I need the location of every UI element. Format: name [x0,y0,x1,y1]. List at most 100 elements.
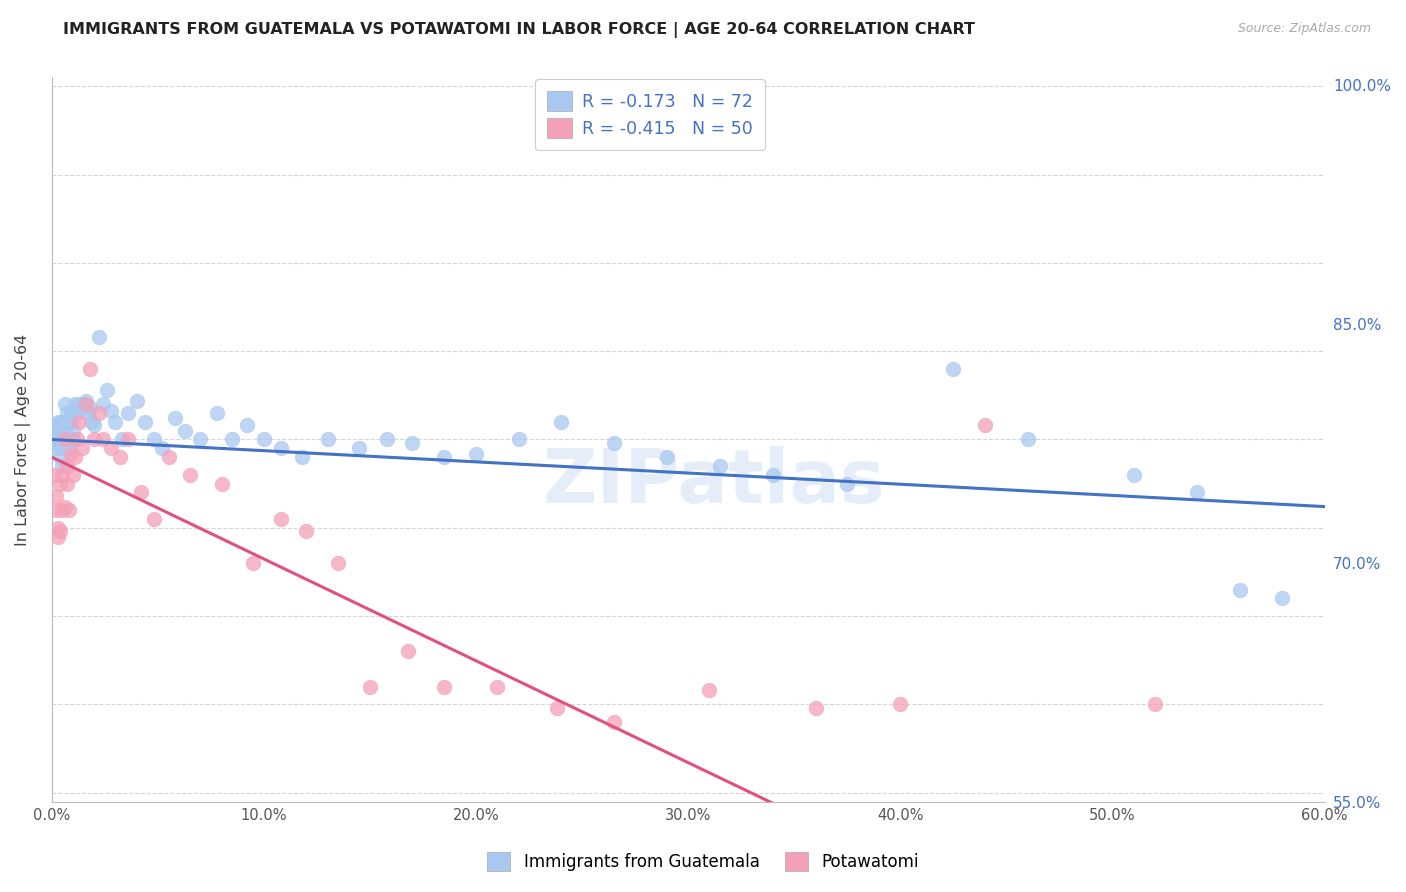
Point [236,418,259,433]
Point [58,442,80,456]
Point [53,415,76,429]
Point [1122,467,1144,482]
Point [242,556,264,570]
Point [762,467,785,482]
Point [508,433,530,447]
Point [396,644,419,658]
Y-axis label: In Labor Force | Age 20-64: In Labor Force | Age 20-64 [15,334,31,546]
Point [67,415,90,429]
Point [51,415,73,429]
Point [603,714,626,729]
Point [129,485,152,500]
Point [179,467,201,482]
Point [58,433,80,447]
Point [87,330,110,344]
Point [142,433,165,447]
Point [270,512,292,526]
Point [974,418,997,433]
Point [87,406,110,420]
Point [49,450,72,464]
Point [53,433,76,447]
Point [82,415,104,429]
Point [207,406,229,420]
Point [55,406,77,420]
Point [83,433,105,447]
Point [59,447,82,461]
Point [1143,698,1166,712]
Point [53,397,76,411]
Point [188,433,211,447]
Point [253,433,276,447]
Point [58,503,80,517]
Point [67,397,90,411]
Point [51,458,73,473]
Point [100,404,122,418]
Point [375,433,398,447]
Point [53,433,76,447]
Point [117,406,139,420]
Point [79,362,101,376]
Point [83,418,105,433]
Point [45,433,67,447]
Point [291,450,314,464]
Point [45,489,67,503]
Point [51,503,73,517]
Point [157,450,180,464]
Point [70,401,93,415]
Point [62,433,84,447]
Point [62,467,84,482]
Point [603,436,626,450]
Point [96,383,118,397]
Legend: R = -0.173   N = 72, R = -0.415   N = 50: R = -0.173 N = 72, R = -0.415 N = 50 [536,78,765,150]
Point [889,698,911,712]
Point [433,680,456,694]
Point [46,530,69,544]
Point [349,442,371,456]
Point [46,521,69,535]
Point [91,433,114,447]
Point [77,406,100,420]
Point [62,424,84,438]
Legend: Immigrants from Guatemala, Potawatomi: Immigrants from Guatemala, Potawatomi [479,843,927,880]
Point [359,680,381,694]
Point [55,418,77,433]
Text: Source: ZipAtlas.com: Source: ZipAtlas.com [1237,22,1371,36]
Point [45,436,67,450]
Point [49,433,72,447]
Point [546,701,568,715]
Point [316,433,339,447]
Point [75,393,97,408]
Point [550,415,572,429]
Point [53,500,76,514]
Point [55,476,77,491]
Point [42,467,65,482]
Point [104,415,127,429]
Point [63,450,86,464]
Point [45,503,67,517]
Point [75,397,97,411]
Point [125,393,148,408]
Point [142,512,165,526]
Point [117,433,139,447]
Point [837,476,859,491]
Point [465,447,488,461]
Point [49,418,72,433]
Point [111,433,134,447]
Point [486,680,509,694]
Point [433,450,456,464]
Point [221,433,243,447]
Point [942,362,965,376]
Point [211,476,233,491]
Point [295,524,318,539]
Point [163,411,186,425]
Text: ZIPatlas: ZIPatlas [543,446,884,519]
Point [59,406,82,420]
Point [91,397,114,411]
Point [42,418,65,433]
Point [51,433,73,447]
Point [328,556,350,570]
Point [1229,582,1251,597]
Point [46,415,69,429]
Point [66,433,89,447]
Point [1271,591,1294,606]
